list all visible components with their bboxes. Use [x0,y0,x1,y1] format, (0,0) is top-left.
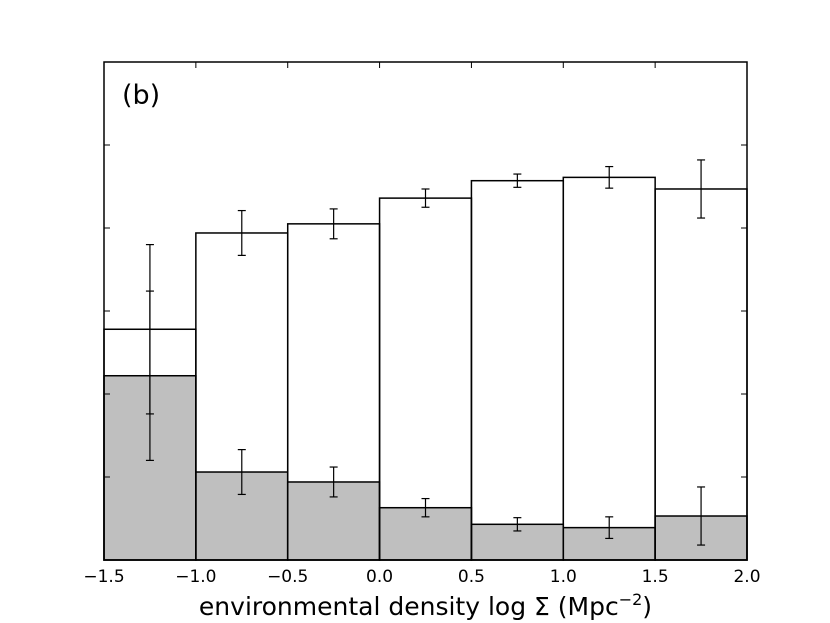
error-bars [145,159,706,546]
x-tick-label: 0.5 [458,567,485,587]
error-bar [237,449,246,496]
error-bar [513,517,522,532]
error-bar [329,208,338,240]
x-tick-label: −0.5 [267,567,308,587]
error-bar [697,486,706,546]
x-tick-labels: −1.5 −1.0 −0.5 0.0 0.5 1.0 1.5 2.0 [83,567,760,587]
open-bar [470,179,565,561]
error-bar [605,516,614,540]
x-tick-label: 1.0 [550,567,577,587]
error-bar [329,466,338,498]
x-axis-label-exponent: −2 [619,590,643,609]
x-tick-label: −1.0 [175,567,216,587]
x-tick-label: 2.0 [733,567,760,587]
filled-bars [103,374,748,561]
x-axis-label: environmental density log Σ (Mpc−2) [199,590,652,621]
error-bar [237,209,246,256]
x-tick-label: 0.0 [366,567,393,587]
error-bar [605,165,614,189]
x-tick-label: 1.5 [642,567,669,587]
panel-label: (b) [122,80,160,111]
x-axis-label-main: environmental density log Σ (Mpc [199,592,619,621]
x-axis-label-suffix: ) [642,592,652,621]
error-bar [513,173,522,188]
axis-ticks [103,62,748,560]
x-tick-label: −1.5 [83,567,124,587]
error-bar [697,159,706,219]
error-bar [421,188,430,208]
error-bar [145,290,154,461]
open-bar [562,176,656,561]
error-bar [421,497,430,518]
